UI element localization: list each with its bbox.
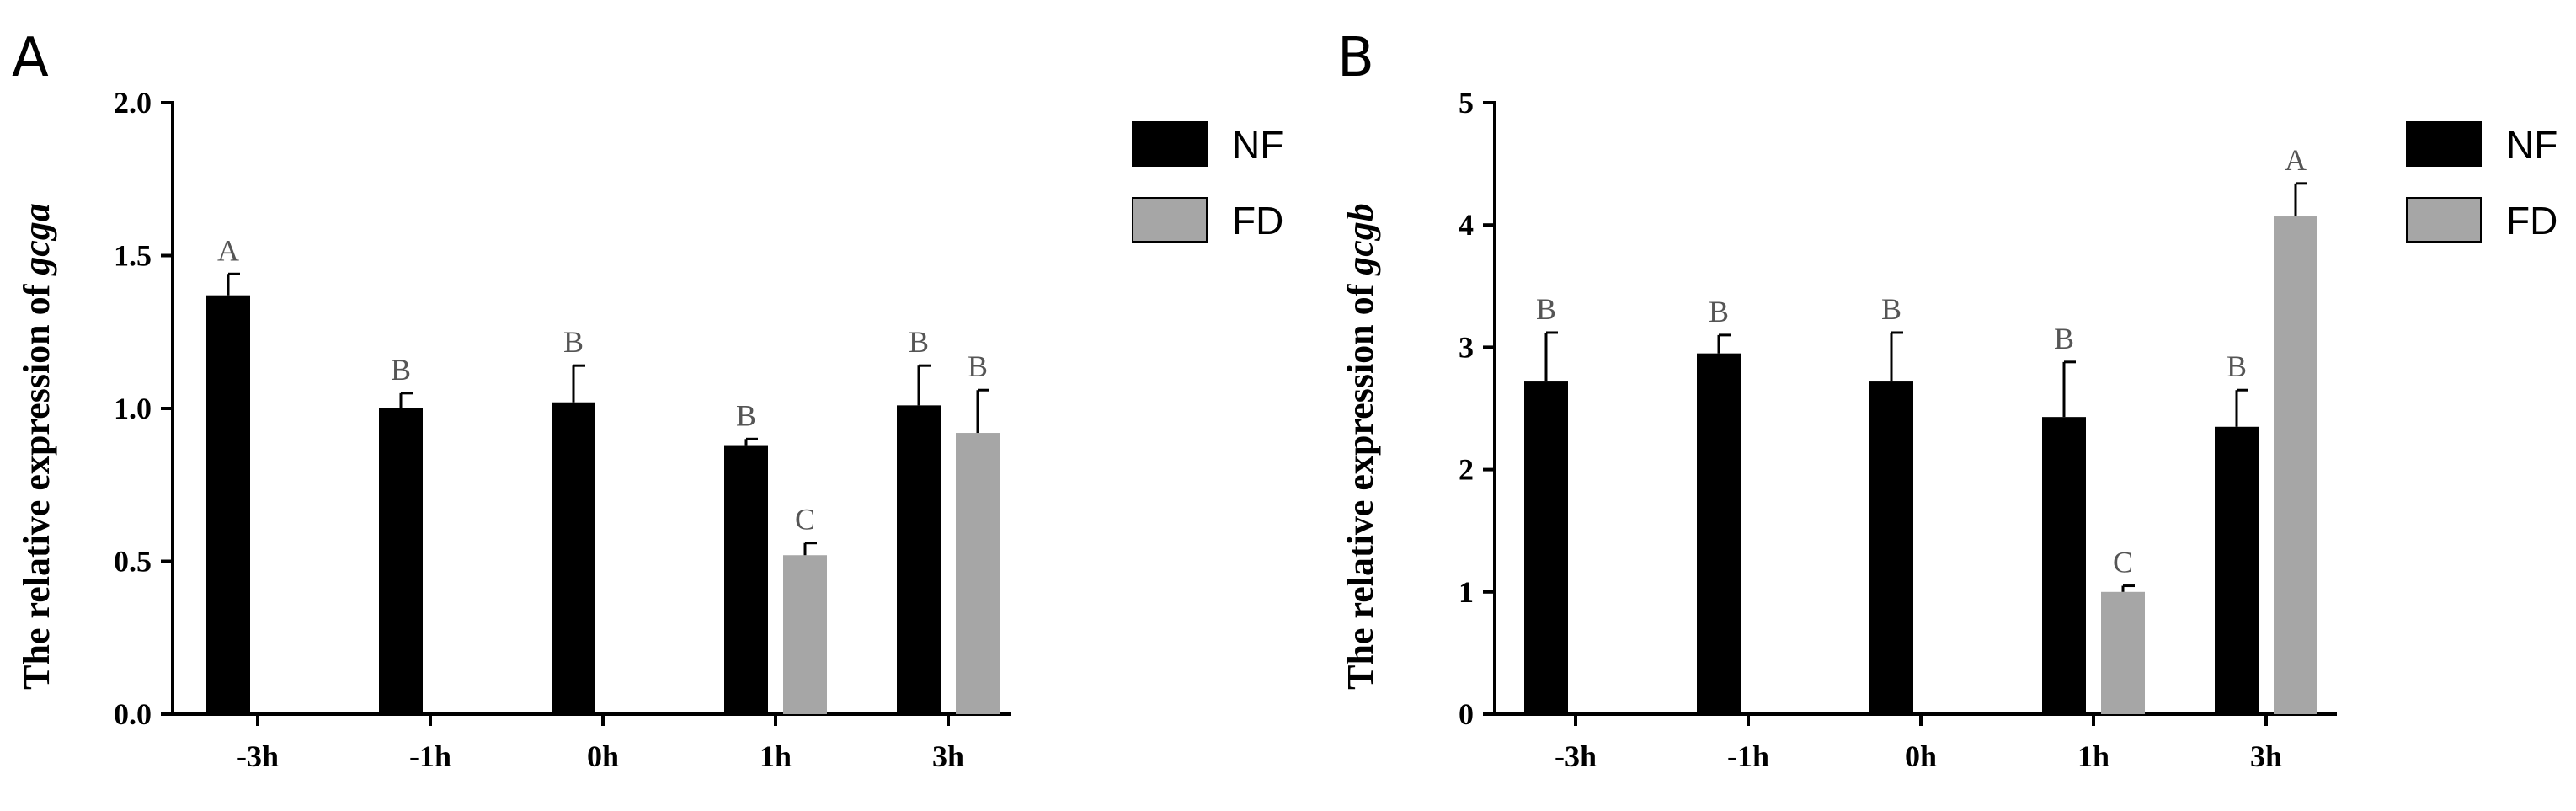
legend-label-fd-b: FD xyxy=(2506,199,2557,243)
bar-nf-a xyxy=(724,445,768,714)
significance-letter-b: B xyxy=(2227,349,2247,383)
y-tick-label-b: 0 xyxy=(1459,697,1474,731)
significance-letter-a: B xyxy=(391,353,411,387)
bar-nf-a xyxy=(206,295,250,714)
bar-nf-b xyxy=(2042,417,2086,714)
y-axis-label-b-gene: gcgb xyxy=(1340,203,1381,276)
bar-nf-b xyxy=(2215,426,2259,714)
x-tick-label-a: 0h xyxy=(587,739,619,773)
significance-letter-a: B xyxy=(968,349,988,383)
plot-area-b: 0 1 2 3 4 5 -3h B -1h B 0h B 1h B C 3h B A xyxy=(1459,86,2337,773)
legend-b: NF FD xyxy=(2406,121,2557,243)
x-tick-label-b: 1h xyxy=(2077,739,2109,773)
chart-panel-a: A The relative expression of gcga 0.0 0.5… xyxy=(12,27,1283,773)
y-tick-label-a: 1.0 xyxy=(114,392,152,425)
significance-letter-b: B xyxy=(2054,322,2074,355)
legend-label-nf-b: NF xyxy=(2506,123,2557,167)
y-axis-label-a-prefix: The relative expression of xyxy=(16,275,57,690)
y-tick-label-b: 4 xyxy=(1459,208,1474,242)
y-tick-label-a: 1.5 xyxy=(114,239,152,273)
x-tick-label-b: 0h xyxy=(1905,739,1937,773)
bar-nf-a xyxy=(552,402,595,714)
y-tick-label-a: 0.5 xyxy=(114,545,152,579)
x-tick-label-a: 3h xyxy=(932,739,964,773)
x-tick-label-a: 1h xyxy=(760,739,792,773)
legend-a: NF FD xyxy=(1132,121,1283,243)
legend-label-fd-a: FD xyxy=(1232,199,1283,243)
legend-swatch-fd-a xyxy=(1132,197,1208,243)
y-tick-label-b: 3 xyxy=(1459,330,1474,364)
significance-letter-b: B xyxy=(1709,295,1729,328)
bar-fd-a xyxy=(783,555,827,714)
bar-nf-b xyxy=(1697,353,1741,714)
y-tick-label-a: 0.0 xyxy=(114,697,152,731)
y-tick-label-b: 1 xyxy=(1459,575,1474,609)
y-axis-label-a-gene: gcga xyxy=(16,203,57,276)
x-tick-label-a: -1h xyxy=(409,739,451,773)
bar-nf-a xyxy=(897,405,941,714)
chart-panel-b: B The relative expression of gcgb 0 1 2 3 4 5… xyxy=(1337,27,2557,773)
legend-swatch-nf-b xyxy=(2406,121,2482,167)
bar-nf-b xyxy=(1524,381,1568,714)
y-tick-label-a: 2.0 xyxy=(114,86,152,120)
bar-fd-a xyxy=(956,433,1000,714)
significance-letter-b: B xyxy=(1536,292,1556,326)
y-tick-label-b: 5 xyxy=(1459,86,1474,120)
significance-letter-b: A xyxy=(2285,143,2307,177)
legend-swatch-fd-b xyxy=(2406,197,2482,243)
plot-area-a: 0.0 0.5 1.0 1.5 2.0 -3h A -1h B 0h B 1h B C 3h B B xyxy=(114,86,1011,773)
x-tick-label-b: 3h xyxy=(2250,739,2282,773)
significance-letter-b: C xyxy=(2113,546,2133,579)
x-tick-label-b: -3h xyxy=(1555,739,1597,773)
significance-letter-b: B xyxy=(1881,292,1901,326)
significance-letter-a: C xyxy=(795,503,815,536)
bar-nf-a xyxy=(379,408,423,714)
y-axis-label-b: The relative expression of gcgb xyxy=(1340,203,1381,690)
significance-letter-a: B xyxy=(736,398,756,432)
bar-nf-b xyxy=(1869,381,1913,714)
y-axis-label-b-prefix: The relative expression of xyxy=(1340,275,1381,690)
panel-letter-b: B xyxy=(1337,27,1374,89)
legend-label-nf-a: NF xyxy=(1232,123,1283,167)
x-tick-label-b: -1h xyxy=(1727,739,1769,773)
bar-fd-b xyxy=(2101,591,2145,714)
y-axis-label-a: The relative expression of gcga xyxy=(16,203,57,690)
panel-letter-a: A xyxy=(12,27,49,89)
significance-letter-a: B xyxy=(563,325,584,359)
bar-fd-b xyxy=(2274,216,2317,714)
y-tick-label-b: 2 xyxy=(1459,453,1474,487)
significance-letter-a: A xyxy=(217,233,239,267)
significance-letter-a: B xyxy=(909,325,929,359)
x-tick-label-a: -3h xyxy=(237,739,279,773)
legend-swatch-nf-a xyxy=(1132,121,1208,167)
